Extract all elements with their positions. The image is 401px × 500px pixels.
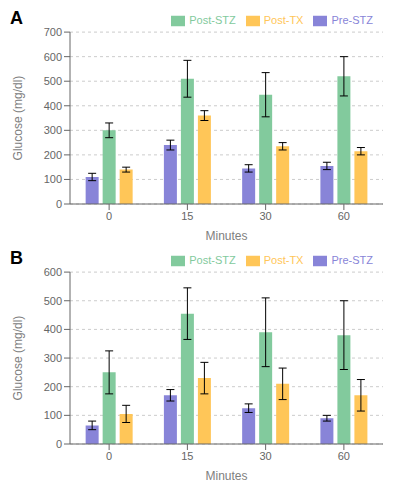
svg-text:15: 15 [181, 210, 193, 222]
svg-text:300: 300 [44, 124, 62, 136]
svg-text:700: 700 [44, 26, 62, 38]
svg-text:60: 60 [338, 210, 350, 222]
svg-text:15: 15 [181, 450, 193, 462]
svg-text:500: 500 [44, 295, 62, 307]
html-text:Post-STZ: Post-STZ [189, 254, 236, 266]
svg-text:Minutes: Minutes [205, 229, 247, 243]
svg-text:400: 400 [44, 323, 62, 335]
html-text:A: A [10, 8, 23, 28]
svg-text:Minutes: Minutes [205, 469, 247, 483]
svg-text:Glucose (mg/dl): Glucose (mg/dl) [11, 76, 25, 161]
html-text:Post-TX: Post-TX [263, 254, 304, 266]
html-text:Post-TX: Post-TX [263, 14, 304, 26]
svg-text:30: 30 [260, 450, 272, 462]
svg-text:60: 60 [338, 450, 350, 462]
html-text:B: B [10, 248, 23, 268]
html-text:Pre-STZ: Pre-STZ [331, 14, 373, 26]
svg-text:200: 200 [44, 149, 62, 161]
svg-text:100: 100 [44, 173, 62, 185]
svg-text:0: 0 [56, 438, 62, 450]
svg-text:30: 30 [260, 210, 272, 222]
svg-text:0: 0 [106, 450, 112, 462]
svg-text:0: 0 [106, 210, 112, 222]
html-text:Pre-STZ: Pre-STZ [331, 254, 373, 266]
svg-text:600: 600 [44, 266, 62, 278]
svg-text:Glucose (mg/dl): Glucose (mg/dl) [11, 316, 25, 401]
svg-text:0: 0 [56, 198, 62, 210]
svg-text:100: 100 [44, 409, 62, 421]
svg-text:400: 400 [44, 100, 62, 112]
svg-text:600: 600 [44, 51, 62, 63]
html-text:Post-STZ: Post-STZ [189, 14, 236, 26]
svg-text:500: 500 [44, 75, 62, 87]
svg-text:200: 200 [44, 381, 62, 393]
svg-text:300: 300 [44, 352, 62, 364]
